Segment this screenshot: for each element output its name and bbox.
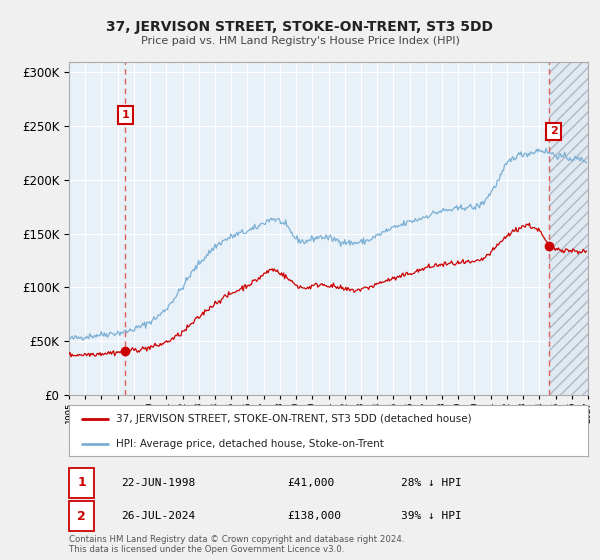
Text: HPI: Average price, detached house, Stoke-on-Trent: HPI: Average price, detached house, Stok…	[116, 438, 383, 449]
FancyBboxPatch shape	[69, 468, 94, 498]
Text: 2: 2	[550, 127, 557, 137]
Text: Contains HM Land Registry data © Crown copyright and database right 2024.: Contains HM Land Registry data © Crown c…	[69, 534, 404, 544]
Text: £138,000: £138,000	[287, 511, 341, 521]
Text: 37, JERVISON STREET, STOKE-ON-TRENT, ST3 5DD: 37, JERVISON STREET, STOKE-ON-TRENT, ST3…	[107, 20, 493, 34]
Text: 26-JUL-2024: 26-JUL-2024	[121, 511, 195, 521]
Text: 28% ↓ HPI: 28% ↓ HPI	[401, 478, 462, 488]
Text: This data is licensed under the Open Government Licence v3.0.: This data is licensed under the Open Gov…	[69, 544, 344, 554]
Bar	[549, 62, 588, 395]
FancyBboxPatch shape	[69, 501, 94, 531]
Text: 2: 2	[77, 510, 86, 523]
Bar	[549, 62, 588, 395]
Text: 22-JUN-1998: 22-JUN-1998	[121, 478, 195, 488]
Text: Price paid vs. HM Land Registry's House Price Index (HPI): Price paid vs. HM Land Registry's House …	[140, 36, 460, 46]
Text: 39% ↓ HPI: 39% ↓ HPI	[401, 511, 462, 521]
Text: 1: 1	[121, 110, 129, 120]
Text: £41,000: £41,000	[287, 478, 334, 488]
Text: 37, JERVISON STREET, STOKE-ON-TRENT, ST3 5DD (detached house): 37, JERVISON STREET, STOKE-ON-TRENT, ST3…	[116, 414, 472, 424]
Text: 1: 1	[77, 476, 86, 489]
